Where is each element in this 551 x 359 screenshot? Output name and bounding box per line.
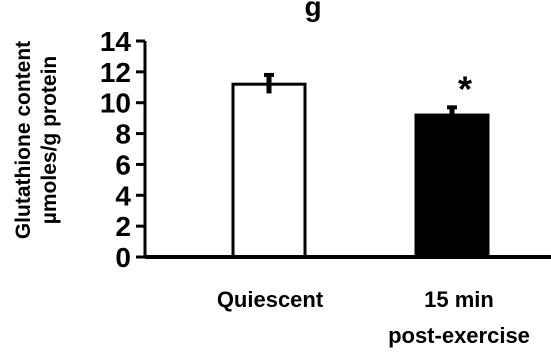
category-labels: Quiescent 15 min post-exercise bbox=[217, 287, 530, 348]
bar-2 bbox=[414, 113, 490, 259]
category-label-1: Quiescent bbox=[217, 287, 324, 312]
y-tick-label: 8 bbox=[115, 119, 131, 150]
chart-title: g bbox=[304, 0, 321, 22]
y-tick-label: 14 bbox=[100, 26, 132, 57]
category-label-2: post-exercise bbox=[388, 323, 530, 348]
y-tick-label: 10 bbox=[100, 88, 131, 119]
y-tick-label: 0 bbox=[115, 242, 131, 273]
annotations: * bbox=[458, 68, 472, 109]
error-bars bbox=[264, 72, 457, 123]
y-tick-label: 4 bbox=[115, 180, 131, 211]
y-tick-label: 6 bbox=[115, 149, 131, 180]
axes bbox=[143, 41, 551, 259]
bars bbox=[231, 82, 490, 259]
category-label-2: 15 min bbox=[424, 287, 494, 312]
y-axis-label: Glutathione content µmoles/g protein bbox=[12, 41, 61, 239]
y-tick-label: 2 bbox=[115, 211, 131, 242]
significance-marker: * bbox=[458, 68, 472, 109]
y-axis-label-line-2: µmoles/g protein bbox=[38, 56, 61, 224]
bar-1 bbox=[231, 82, 307, 259]
y-tick-label: 12 bbox=[100, 57, 131, 88]
y-axis-label-line-1: Glutathione content bbox=[12, 41, 35, 239]
